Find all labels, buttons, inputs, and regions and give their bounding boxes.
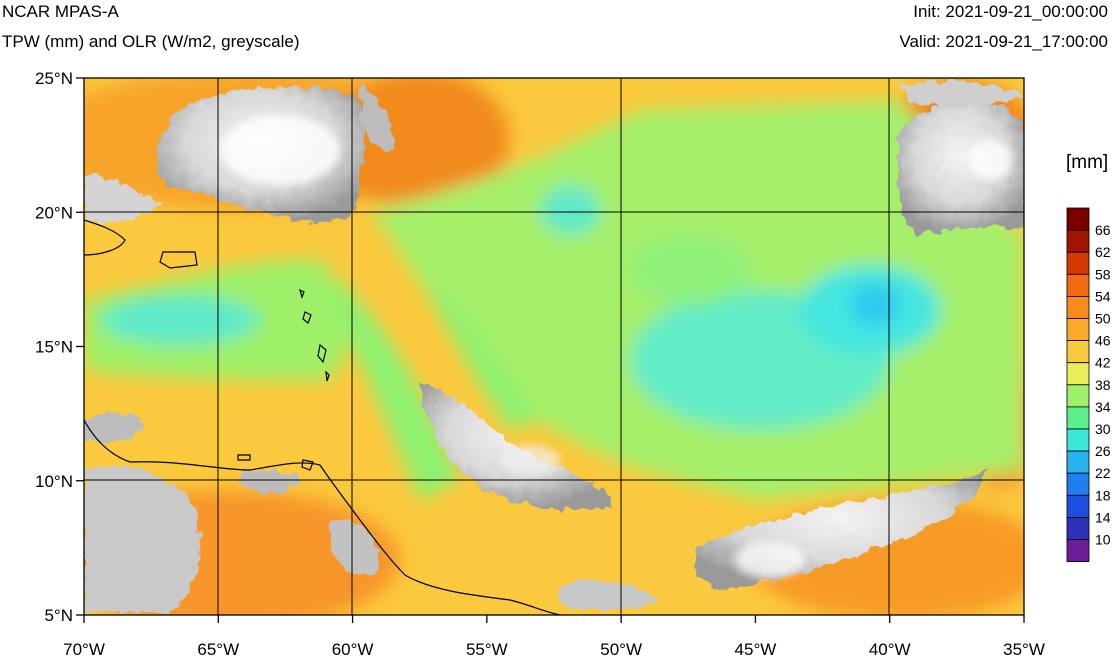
colorbar-label: 18 (1095, 487, 1111, 503)
colorbar-box (1066, 340, 1090, 364)
colorbar-label: 26 (1095, 443, 1111, 459)
lon-tick-label: 40°W (869, 640, 911, 659)
lon-tick-label: 55°W (466, 640, 508, 659)
valid-time: Valid: 2021-09-21_17:00:00 (899, 32, 1108, 51)
init-time: Init: 2021-09-21_00:00:00 (913, 2, 1108, 21)
latitude-axis: 25°N 20°N 15°N 10°N 5°N (35, 69, 84, 625)
lat-tick-label: 20°N (35, 203, 73, 222)
colorbar-label: 50 (1095, 311, 1111, 327)
colorbar-label: 62 (1095, 244, 1111, 260)
colorbar-box (1066, 295, 1090, 319)
colorbar-box (1066, 384, 1090, 408)
colorbar-box (1066, 318, 1090, 342)
colorbar-box (1066, 539, 1090, 563)
colorbar-units: [mm] (1066, 152, 1109, 173)
colorbar-box (1066, 362, 1090, 386)
colorbar-label: 30 (1095, 421, 1111, 437)
colorbar-box (1066, 207, 1090, 231)
colorbar-label: 46 (1095, 333, 1111, 349)
colorbar-label: 34 (1095, 399, 1111, 415)
lon-tick-label: 50°W (600, 640, 642, 659)
colorbar-label: 42 (1095, 355, 1111, 371)
grid-lines (84, 78, 1024, 615)
longitude-axis: 70°W 65°W 60°W 55°W 50°W 45°W 40°W 35°W (63, 615, 1045, 659)
colorbar-box (1066, 450, 1090, 474)
lat-tick-label: 5°N (44, 606, 73, 625)
lon-tick-label: 70°W (63, 640, 105, 659)
colorbar-box (1066, 251, 1090, 275)
colorbar-box (1066, 428, 1090, 452)
lon-tick-label: 35°W (1003, 640, 1045, 659)
colorbar-label: 10 (1095, 532, 1111, 548)
colorbar-box (1066, 517, 1090, 540)
tpw-field (84, 78, 1024, 615)
lon-tick-label: 45°W (735, 640, 777, 659)
colorbar-box (1066, 273, 1090, 297)
fields-title: TPW (mm) and OLR (W/m2, greyscale) (2, 32, 300, 51)
colorbar: 66 62 58 54 50 46 42 38 34 30 26 22 18 14 10 (1066, 207, 1111, 563)
colorbar-box (1066, 494, 1090, 518)
colorbar-label: 54 (1095, 288, 1111, 304)
lat-tick-label: 10°N (35, 472, 73, 491)
lat-tick-label: 15°N (35, 338, 73, 357)
lat-tick-label: 25°N (35, 69, 73, 88)
colorbar-label: 22 (1095, 465, 1111, 481)
colorbar-label: 58 (1095, 266, 1111, 282)
colorbar-box (1066, 229, 1090, 253)
colorbar-label: 14 (1095, 509, 1111, 525)
coastlines (84, 219, 561, 615)
lon-tick-label: 65°W (197, 640, 239, 659)
model-title: NCAR MPAS-A (2, 2, 119, 21)
colorbar-box (1066, 472, 1090, 496)
colorbar-label: 38 (1095, 377, 1111, 393)
lon-tick-label: 60°W (332, 640, 374, 659)
colorbar-box (1066, 406, 1090, 430)
colorbar-label: 66 (1095, 222, 1111, 238)
